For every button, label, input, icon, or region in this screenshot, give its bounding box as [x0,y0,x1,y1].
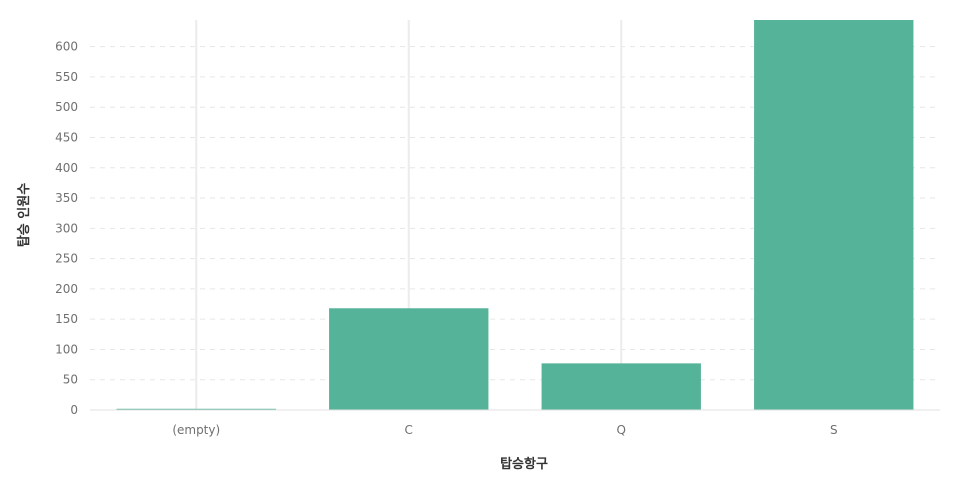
y-tick-label: 200 [55,282,78,296]
x-axis-title: 탑승항구 [500,456,548,472]
bar-q[interactable] [541,363,701,410]
bar-empty[interactable] [116,408,276,410]
y-tick-label: 300 [55,221,78,235]
x-tick-label: C [405,423,413,437]
x-tick-label: S [830,423,838,437]
y-tick-label: 50 [63,373,78,387]
y-tick-label: 500 [55,100,78,114]
y-tick-label: 150 [55,312,78,326]
axis-layer: 0 50 100 150 200 250 300 350 400 450 500 550 600 (emp… [55,40,940,437]
y-axis-title: 탑승 인원수 [16,183,32,247]
y-tick-label: 350 [55,191,78,205]
y-tick-label: 400 [55,161,78,175]
bar-c[interactable] [329,308,489,410]
bar-s[interactable] [754,20,914,410]
y-tick-label: 250 [55,252,78,266]
x-tick-label: Q [617,423,626,437]
y-tick-label: 100 [55,342,78,356]
bars-layer [116,20,914,410]
x-tick-label: (empty) [172,423,220,437]
y-tick-label: 450 [55,130,78,144]
y-tick-label: 0 [70,403,78,417]
y-tick-label: 600 [55,40,78,54]
y-tick-label: 550 [55,70,78,84]
